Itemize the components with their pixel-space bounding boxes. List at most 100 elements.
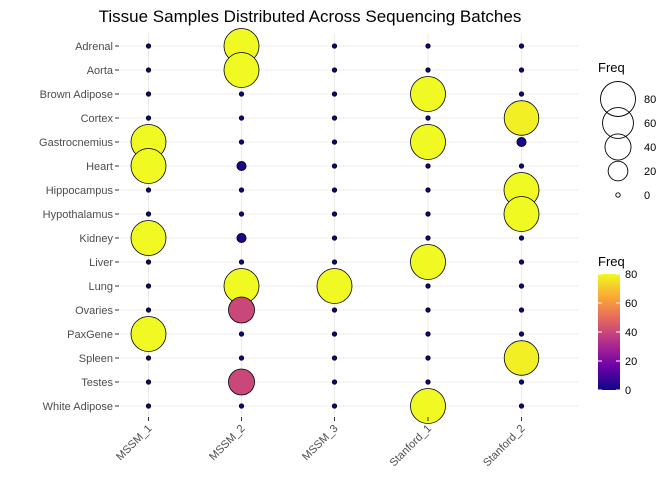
y-tick-label: Spleen xyxy=(79,353,113,365)
y-tick-label: Lung xyxy=(89,281,113,293)
point-gastrocnemius-mssm-3 xyxy=(331,139,338,145)
point-testes-mssm-3 xyxy=(331,379,338,385)
point-aorta-mssm-2 xyxy=(223,52,260,88)
point-testes-stanford-1 xyxy=(425,379,431,385)
point-kidney-stanford-2 xyxy=(518,235,525,241)
point-hypothalamus-stanford-2 xyxy=(503,196,540,232)
point-spleen-mssm-2 xyxy=(238,355,245,361)
point-liver-mssm-3 xyxy=(331,259,338,265)
point-ovaries-mssm-3 xyxy=(331,307,338,313)
point-ovaries-mssm-2 xyxy=(228,296,255,324)
size-legend-label: 80 xyxy=(644,94,656,106)
point-hypothalamus-mssm-2 xyxy=(238,211,245,217)
x-tick-label: MSSM_3 xyxy=(300,423,340,463)
y-tick-label: Liver xyxy=(89,257,113,269)
y-tick-label: Hippocampus xyxy=(46,185,114,197)
point-gastrocnemius-mssm-2 xyxy=(238,139,245,145)
point-liver-mssm-1 xyxy=(145,259,152,265)
point-hippocampus-mssm-1 xyxy=(145,187,152,193)
point-heart-stanford-2 xyxy=(518,163,525,169)
point-hypothalamus-mssm-1 xyxy=(145,211,152,217)
point-white-adipose-stanford-1 xyxy=(410,388,446,424)
size-legend: Freq 80 60 40 20 0 xyxy=(598,60,656,202)
color-legend-label: 40 xyxy=(625,327,637,339)
size-legend-label: 0 xyxy=(644,190,650,202)
point-aorta-mssm-1 xyxy=(145,67,152,73)
point-kidney-mssm-2 xyxy=(236,232,247,244)
point-spleen-stanford-1 xyxy=(425,355,431,361)
x-tick-label: MSSM_1 xyxy=(114,423,154,463)
size-legend-label: 20 xyxy=(644,166,656,178)
point-gastrocnemius-stanford-2 xyxy=(516,136,527,148)
y-tick-label: Testes xyxy=(81,377,113,389)
color-legend-title: Freq xyxy=(598,254,625,269)
point-adrenal-mssm-1 xyxy=(145,43,152,49)
y-axis-tick-labels: Adrenal Aorta Brown Adipose Cortex Gastrocne… xyxy=(39,41,119,413)
point-brown-adipose-mssm-3 xyxy=(331,91,338,97)
y-tick-label: Aorta xyxy=(87,65,114,77)
point-paxgene-mssm-2 xyxy=(238,331,245,337)
point-white-adipose-mssm-3 xyxy=(331,403,338,409)
point-hippocampus-mssm-3 xyxy=(331,187,338,193)
y-tick-label: Adrenal xyxy=(75,41,113,53)
size-legend-label: 60 xyxy=(644,118,656,130)
y-tick-label: Ovaries xyxy=(75,305,113,317)
point-white-adipose-mssm-1 xyxy=(145,403,152,409)
y-tick-label: Hypothalamus xyxy=(43,209,114,221)
point-ovaries-mssm-1 xyxy=(145,307,152,313)
point-kidney-stanford-1 xyxy=(425,235,431,241)
point-white-adipose-stanford-2 xyxy=(518,403,525,409)
point-paxgene-stanford-1 xyxy=(425,331,431,337)
point-spleen-mssm-3 xyxy=(331,355,338,361)
point-lung-stanford-2 xyxy=(518,283,525,289)
size-legend-key xyxy=(607,160,629,182)
size-legend-key xyxy=(615,192,621,198)
point-spleen-stanford-2 xyxy=(503,340,540,376)
point-kidney-mssm-3 xyxy=(331,235,338,241)
point-testes-stanford-2 xyxy=(518,379,525,385)
point-liver-stanford-2 xyxy=(518,259,525,265)
size-legend-label: 40 xyxy=(644,142,656,154)
point-heart-stanford-1 xyxy=(425,163,431,169)
size-legend-key xyxy=(604,133,632,161)
point-heart-mssm-1 xyxy=(130,148,167,184)
point-cortex-stanford-1 xyxy=(425,115,431,121)
size-legend-key xyxy=(600,81,636,117)
y-tick-label: Brown Adipose xyxy=(40,89,113,101)
point-testes-mssm-2 xyxy=(228,368,255,396)
point-ovaries-stanford-2 xyxy=(518,307,525,313)
point-cortex-mssm-2 xyxy=(238,115,245,121)
size-legend-key xyxy=(602,107,634,139)
color-legend-bar xyxy=(598,274,620,390)
y-tick-label: Kidney xyxy=(79,233,113,245)
point-aorta-mssm-3 xyxy=(331,67,338,73)
point-heart-mssm-3 xyxy=(331,163,338,169)
point-adrenal-stanford-1 xyxy=(425,43,431,49)
data-points xyxy=(130,28,540,424)
point-brown-adipose-stanford-1 xyxy=(410,76,446,112)
point-cortex-mssm-1 xyxy=(145,115,152,121)
point-brown-adipose-mssm-1 xyxy=(145,91,152,97)
chart-title: Tissue Samples Distributed Across Sequen… xyxy=(99,7,522,26)
point-ovaries-stanford-1 xyxy=(425,307,431,313)
point-cortex-stanford-2 xyxy=(503,100,540,136)
x-tick-label: MSSM_2 xyxy=(207,423,247,463)
point-heart-mssm-2 xyxy=(236,160,247,172)
point-brown-adipose-stanford-2 xyxy=(518,91,525,97)
x-tick-label: Stanford_2 xyxy=(481,423,528,470)
x-tick-label: Stanford_1 xyxy=(388,423,435,470)
y-tick-label: PaxGene xyxy=(67,329,113,341)
point-spleen-mssm-1 xyxy=(145,355,152,361)
point-white-adipose-mssm-2 xyxy=(238,403,245,409)
point-gastrocnemius-stanford-1 xyxy=(410,124,446,160)
point-brown-adipose-mssm-2 xyxy=(238,91,245,97)
point-testes-mssm-1 xyxy=(145,379,152,385)
point-hippocampus-mssm-2 xyxy=(238,187,245,193)
point-hypothalamus-mssm-3 xyxy=(331,211,338,217)
y-tick-label: Cortex xyxy=(81,113,114,125)
point-hippocampus-stanford-1 xyxy=(425,187,431,193)
y-tick-label: Gastrocnemius xyxy=(39,137,113,149)
point-hypothalamus-stanford-1 xyxy=(425,211,431,217)
